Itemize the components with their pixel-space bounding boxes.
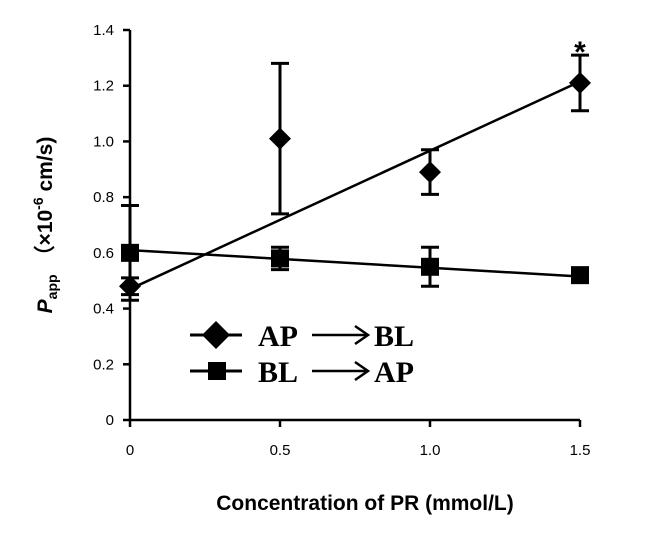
y-tick-label: 0.2 [93, 356, 114, 373]
y-axis-unit-open: （×10 [33, 210, 57, 267]
y-axis-ticks: 0 0.2 0.4 0.6 0.8 1.0 1.2 1.4 [93, 22, 130, 429]
legend-label-1-from: BL [258, 356, 298, 389]
y-tick-label: 1.0 [93, 133, 114, 150]
y-axis-unit-close: cm/s) [34, 137, 57, 198]
y-axis-title: Papp （×10-6 cm/s) [30, 137, 60, 314]
trendline-series-0 [129, 80, 581, 291]
legend-arrow-icon [312, 324, 371, 346]
data-point-diamond [569, 71, 591, 94]
x-tick-label: 0 [126, 442, 134, 459]
data-point-square [571, 266, 589, 285]
x-axis-title: Concentration of PR (mmol/L) [216, 492, 514, 515]
legend-marker-square [208, 362, 226, 380]
trendlines [129, 80, 581, 291]
y-tick-label: 1.2 [93, 78, 114, 95]
x-tick-label: 1.5 [570, 442, 591, 459]
annotations: * [574, 36, 586, 69]
data-point-square [271, 249, 289, 268]
y-axis-unit-exp: -6 [30, 197, 46, 210]
x-axis: 0 0.5 1.0 1.5 [126, 418, 591, 459]
y-tick-label: 0.8 [93, 189, 114, 206]
y-axis: 0 0.2 0.4 0.6 0.8 1.0 1.2 1.4 [93, 22, 132, 429]
data-point-diamond [419, 161, 441, 184]
y-tick-label: 0 [106, 412, 114, 429]
data-point-square [121, 243, 139, 262]
legend-marker-diamond [202, 321, 230, 349]
y-axis-subscript: app [44, 274, 60, 299]
legend-arrow-icon [312, 360, 371, 382]
y-tick-label: 0.6 [93, 245, 114, 262]
legend-label-1-to: AP [374, 356, 414, 389]
data-point-diamond [119, 275, 141, 298]
x-tick-label: 0.5 [270, 442, 291, 459]
legend-item-0: AP BL [190, 320, 414, 353]
legend-item-1: BL AP [190, 356, 414, 389]
y-tick-label: 1.4 [93, 22, 114, 39]
y-axis-symbol: P [34, 298, 57, 313]
data-point-square [421, 257, 439, 276]
data-point-diamond [269, 127, 291, 150]
trendline-series-1 [129, 248, 581, 278]
legend: AP BL BL AP [190, 320, 414, 389]
legend-label-0-to: BL [374, 320, 414, 353]
x-axis-ticks: 0 0.5 1.0 1.5 [126, 420, 591, 459]
significance-marker: * [574, 36, 586, 69]
legend-label-0-from: AP [258, 320, 298, 353]
y-tick-label: 0.4 [93, 301, 114, 318]
x-tick-label: 1.0 [420, 442, 441, 459]
data-markers [119, 71, 591, 298]
